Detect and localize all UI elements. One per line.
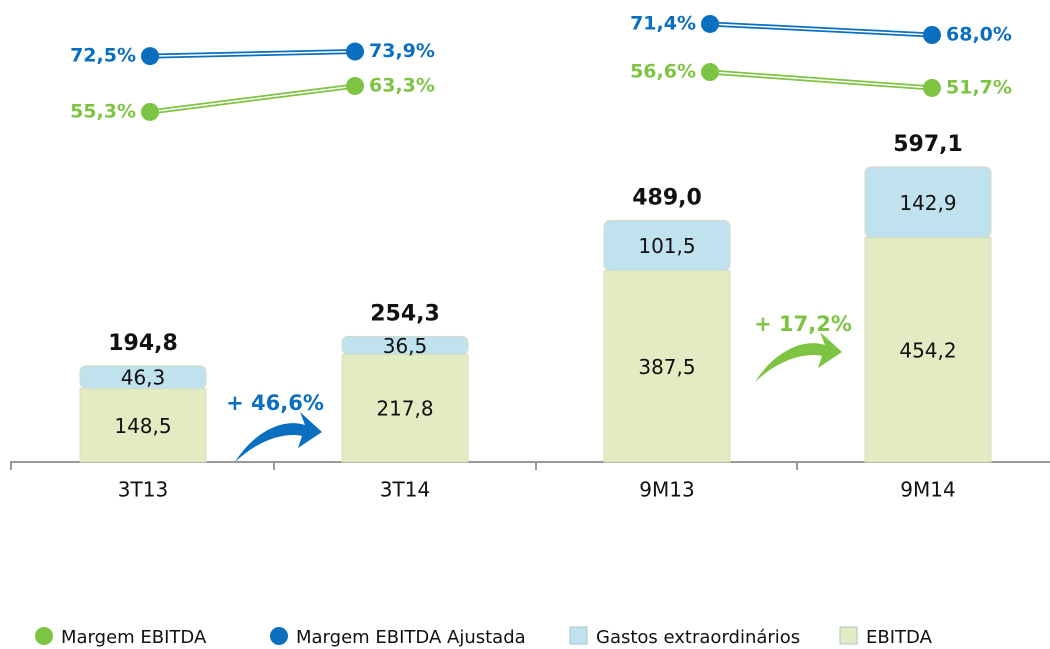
margin-point xyxy=(346,42,364,61)
growth-arrow xyxy=(235,412,322,462)
growth-arrow xyxy=(755,332,842,382)
legend-swatch xyxy=(270,627,288,645)
total-label: 194,8 xyxy=(108,331,178,356)
margin-label: 56,6% xyxy=(630,61,696,83)
margin-point xyxy=(701,14,719,33)
margin-point xyxy=(141,102,159,121)
bar-segment xyxy=(341,335,469,355)
bar-segment xyxy=(864,166,992,239)
bar-segment xyxy=(864,237,992,463)
legend-label: Gastos extraordinários xyxy=(596,627,800,648)
data-label: 46,3 xyxy=(121,366,166,390)
margin-line-inner xyxy=(149,50,356,57)
data-label: 148,5 xyxy=(114,414,171,438)
legend-swatch xyxy=(839,626,858,645)
margin-label: 63,3% xyxy=(369,74,435,96)
axis-ticks xyxy=(10,462,798,470)
legend-swatch xyxy=(569,626,588,645)
data-label: 142,9 xyxy=(899,191,956,215)
data-label: 217,8 xyxy=(376,397,433,421)
bar-segment xyxy=(603,270,731,463)
margin-label: 55,3% xyxy=(70,100,136,122)
x-tick-label: 9M13 xyxy=(639,478,694,502)
margin-point xyxy=(346,76,364,95)
total-label: 254,3 xyxy=(370,301,440,326)
margin-line-inner xyxy=(709,23,933,36)
data-label: 387,5 xyxy=(638,355,695,379)
x-tick-label: 9M14 xyxy=(900,478,955,502)
margin-point xyxy=(923,26,941,44)
legend-label: EBITDA xyxy=(866,627,933,648)
data-label: 36,5 xyxy=(383,334,428,358)
margin-label: 51,7% xyxy=(946,76,1012,98)
legend-label: Margem EBITDA xyxy=(61,627,207,648)
total-label: 597,1 xyxy=(893,132,963,157)
margin-label: 68,0% xyxy=(946,24,1012,46)
bar-segment xyxy=(603,219,731,272)
margin-label: 71,4% xyxy=(630,12,696,34)
total-label: 489,0 xyxy=(632,185,702,210)
data-label: 454,2 xyxy=(899,338,956,362)
bar-segment xyxy=(341,353,469,463)
margin-point xyxy=(923,78,941,97)
bar-segment xyxy=(79,365,207,390)
margin-point xyxy=(141,47,159,66)
margin-point xyxy=(701,63,719,82)
margin-label: 72,5% xyxy=(70,45,136,67)
data-label: 101,5 xyxy=(638,234,695,258)
annotation: + 46,6% xyxy=(226,391,324,415)
annotation: + 17,2% xyxy=(754,312,852,336)
x-tick-label: 3T13 xyxy=(118,478,168,502)
margin-line-inner xyxy=(149,85,356,113)
legend-swatch xyxy=(35,627,53,645)
margin-line-inner xyxy=(709,71,933,89)
bar-segment xyxy=(79,388,207,463)
margin-label: 73,9% xyxy=(369,40,435,62)
x-tick-label: 3T14 xyxy=(380,478,430,502)
legend-label: Margem EBITDA Ajustada xyxy=(296,627,526,648)
